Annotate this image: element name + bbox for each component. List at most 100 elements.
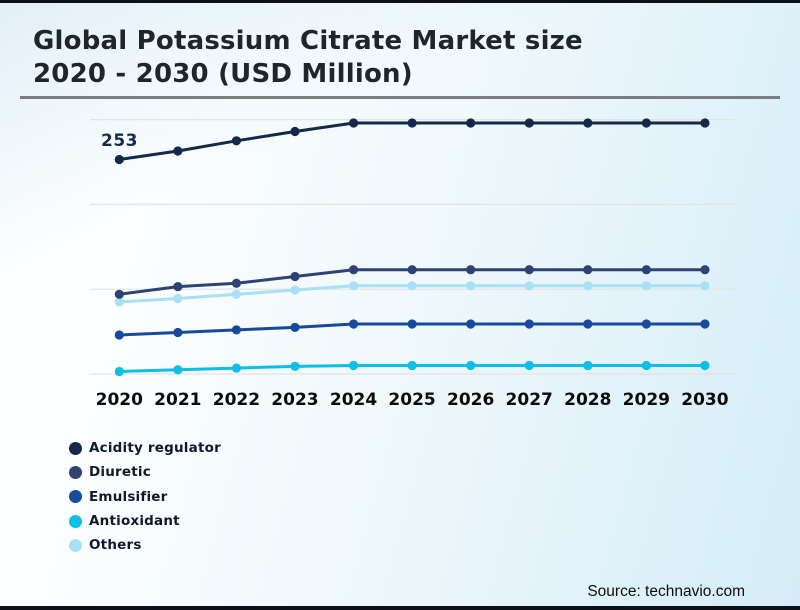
data-point-emulsifier-2030 [700,319,710,329]
data-point-emulsifier-2024 [348,319,359,329]
data-point-others-2021 [173,293,183,304]
data-point-others-2026 [466,281,476,291]
data-point-antioxidant-2023 [290,361,300,371]
series-emulsifier [114,319,710,340]
series-antioxidant [114,360,710,377]
data-point-others-2020 [114,297,124,307]
x-axis-label-2025: 2025 [388,390,436,410]
data-point-emulsifier-2022 [231,325,242,335]
x-axis-label-2029: 2029 [622,390,670,410]
data-point-others-2023 [290,285,300,295]
data-point-acidity-regulator-2020 [114,154,124,165]
data-point-others-2029 [641,281,651,291]
data-point-others-2024 [348,281,359,291]
data-point-antioxidant-2021 [173,365,183,375]
legend-label: Diuretic [89,464,151,481]
x-axis-label-2026: 2026 [446,390,495,410]
data-point-antioxidant-2025 [407,360,417,371]
data-point-others-2025 [407,281,417,291]
data-point-emulsifier-2020 [114,330,124,340]
data-point-emulsifier-2029 [641,319,651,329]
data-point-acidity-regulator-2030 [700,118,710,128]
data-point-acidity-regulator-2025 [407,118,417,128]
series-line-antioxidant [119,364,705,373]
data-point-others-2027 [524,281,534,291]
x-axis-label-2027: 2027 [505,390,553,410]
data-point-emulsifier-2027 [524,319,534,329]
data-point-diuretic-2027 [524,265,534,275]
legend-label: Emulsifier [89,488,168,505]
legend-label: Acidity regulator [89,440,221,457]
series-line-diuretic [119,268,705,296]
data-point-diuretic-2021 [173,282,183,292]
legend-swatch-icon [69,514,82,528]
data-point-diuretic-2030 [700,265,710,275]
data-label-253: 253 [101,131,138,151]
data-point-antioxidant-2022 [231,363,242,373]
data-point-emulsifier-2028 [583,319,593,329]
page-title-line2: 2020 - 2030 (USD Million) [33,59,413,89]
data-point-diuretic-2028 [583,265,593,275]
x-axis-label-2020: 2020 [95,390,143,410]
series-line-emulsifier [119,322,705,337]
legend-swatch-icon [69,538,82,552]
data-point-others-2030 [700,281,710,291]
title-divider [20,96,780,99]
data-point-acidity-regulator-2029 [641,118,651,128]
legend-item-diuretic: Diuretic [69,460,221,484]
legend-item-emulsifier: Emulsifier [69,485,221,509]
data-point-emulsifier-2025 [407,319,417,329]
legend-swatch-icon [69,490,82,504]
x-axis-label-2023: 2023 [271,390,319,410]
x-axis-label-2021: 2021 [154,390,202,410]
data-point-others-2022 [231,289,242,299]
chart-legend: Acidity regulator Diuretic Emulsifier Antio… [69,436,221,557]
source-attribution: Source: technavio.com [587,583,745,600]
data-point-antioxidant-2030 [700,360,710,371]
legend-item-antioxidant: Antioxidant [69,509,221,533]
page-title-line1: Global Potassium Citrate Market size [33,26,583,56]
data-point-acidity-regulator-2026 [466,118,476,128]
series-line-acidity-regulator [119,121,705,161]
data-point-antioxidant-2027 [524,360,534,371]
legend-label: Others [89,537,142,554]
legend-item-others: Others [69,533,221,557]
data-point-antioxidant-2028 [583,360,593,371]
legend-label: Antioxidant [89,513,180,530]
data-point-diuretic-2020 [114,289,124,299]
data-point-emulsifier-2023 [290,322,300,332]
data-point-acidity-regulator-2022 [231,136,242,146]
x-axis-label-2022: 2022 [212,390,261,410]
data-point-antioxidant-2020 [114,366,124,377]
x-axis-label-2024: 2024 [329,390,378,410]
page-title: Global Potassium Citrate Market size 2020… [33,25,583,91]
x-axis-label-2030: 2030 [681,390,729,410]
legend-item-acidity-regulator: Acidity regulator [69,436,221,460]
legend-swatch-icon [69,441,82,455]
data-point-acidity-regulator-2023 [290,126,300,137]
series-line-others [119,284,705,304]
data-point-acidity-regulator-2021 [173,146,183,156]
data-point-antioxidant-2026 [466,360,476,371]
data-point-acidity-regulator-2027 [524,118,534,128]
data-point-diuretic-2024 [348,265,359,275]
data-point-emulsifier-2021 [173,327,183,338]
data-point-emulsifier-2026 [466,319,476,329]
data-point-diuretic-2022 [231,278,242,288]
series-diuretic [114,265,710,299]
series-acidity-regulator [114,118,710,165]
data-point-others-2028 [583,281,593,291]
data-point-diuretic-2029 [641,265,651,275]
data-point-antioxidant-2024 [348,360,359,371]
data-point-antioxidant-2029 [641,360,651,371]
series-others [114,281,710,307]
x-axis-label-2028: 2028 [564,390,612,410]
data-point-diuretic-2025 [407,265,417,275]
data-point-acidity-regulator-2028 [583,118,593,128]
legend-swatch-icon [69,465,82,479]
data-point-diuretic-2026 [466,265,476,275]
data-point-diuretic-2023 [290,271,300,282]
x-axis: 2020 2021 2022 2023 2024 2025 2026 2027 2028 2029… [90,390,735,410]
data-point-acidity-regulator-2024 [348,118,359,128]
